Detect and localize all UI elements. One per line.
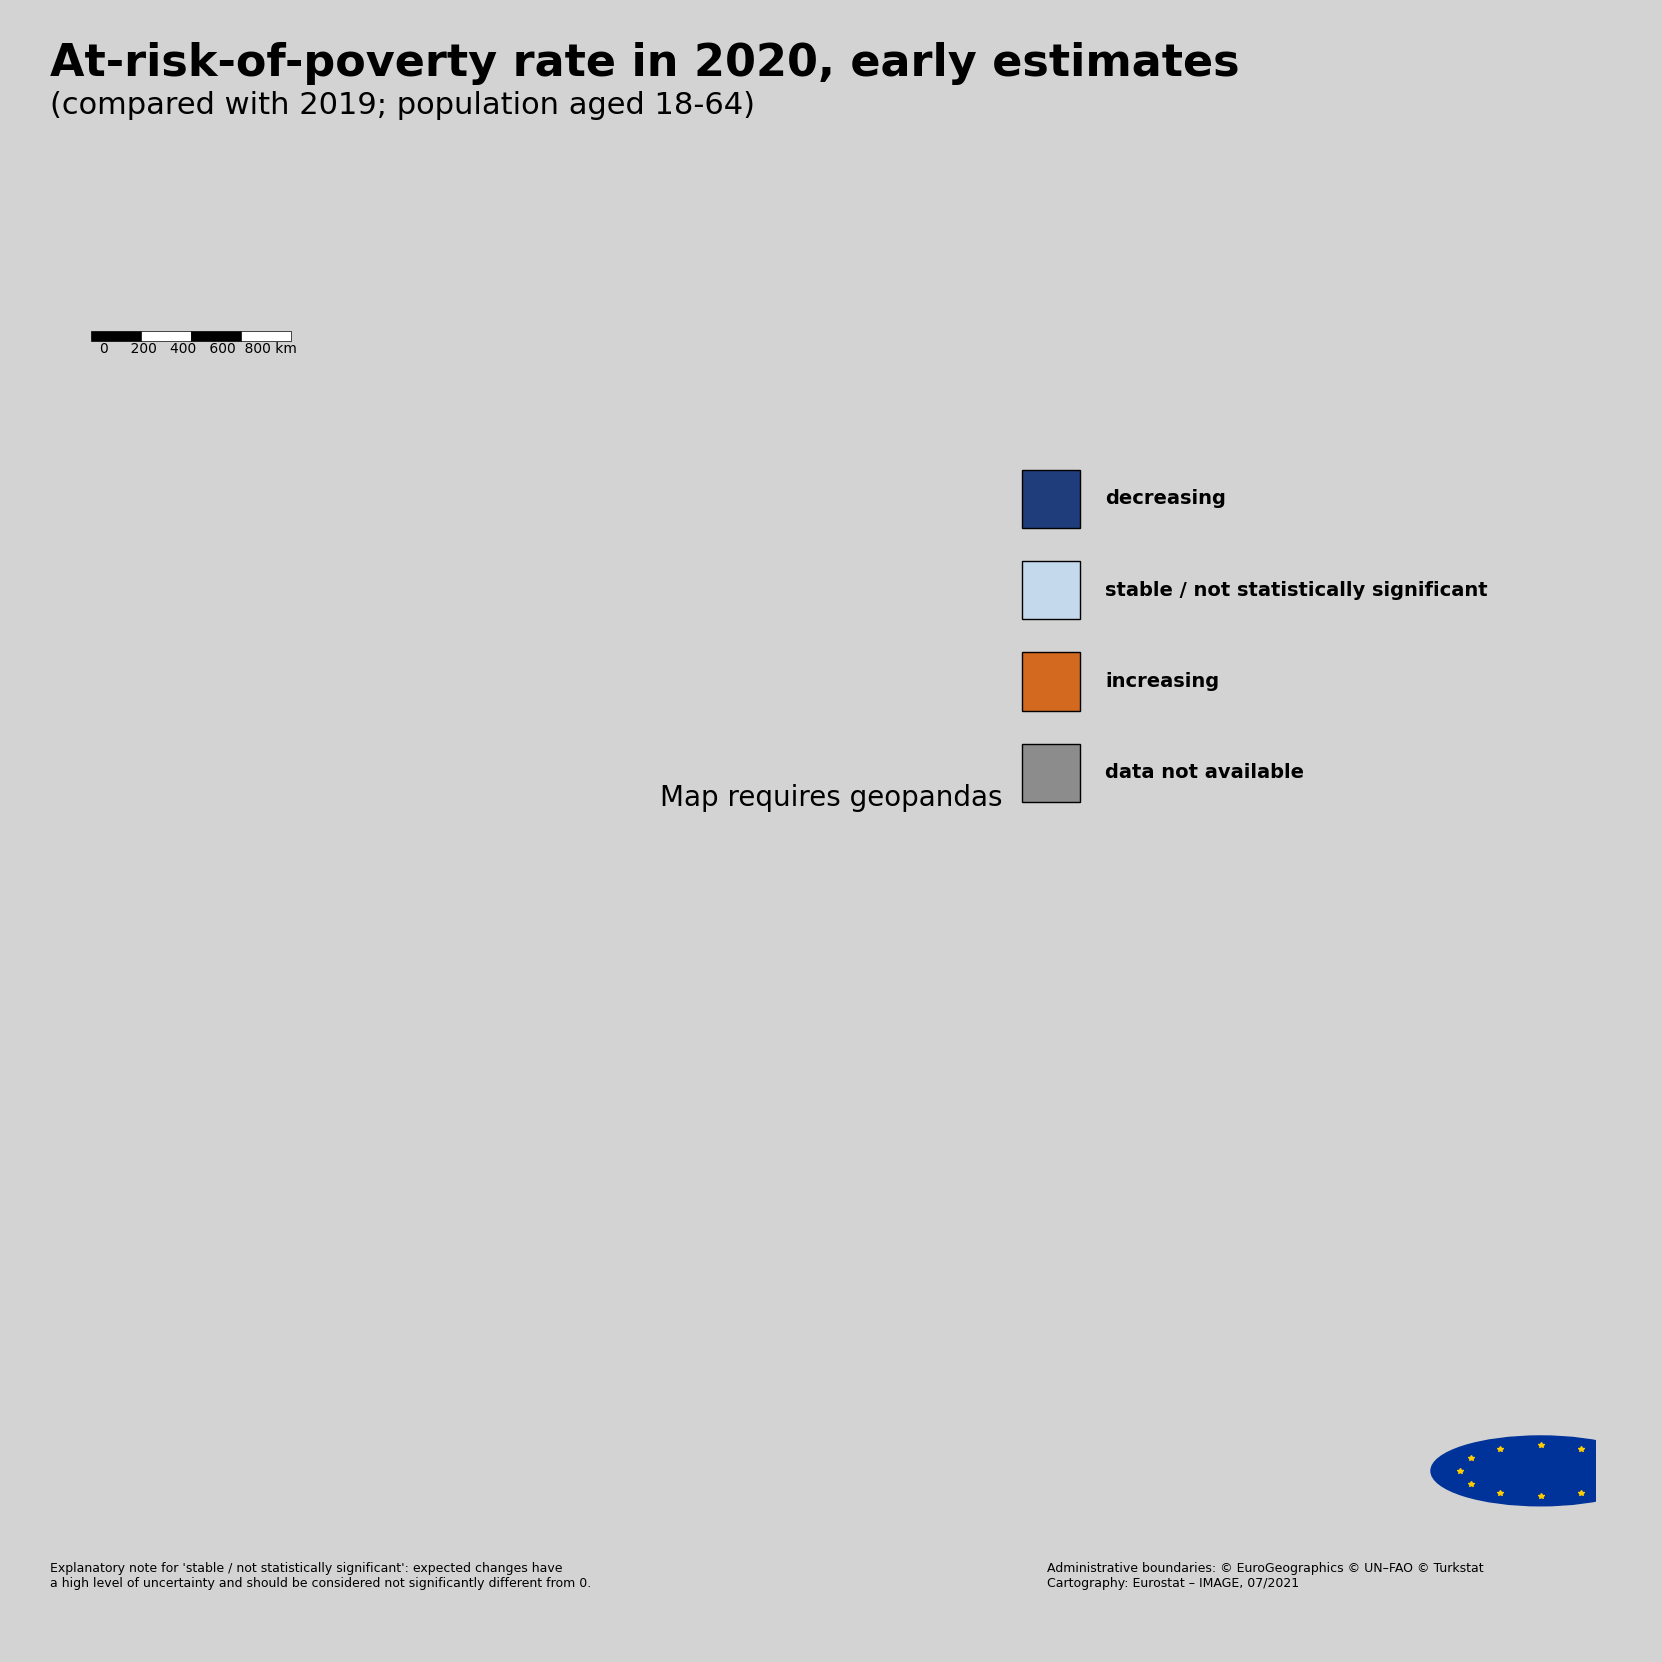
Circle shape [1431, 1436, 1650, 1506]
Text: (compared with 2019; population aged 18-64): (compared with 2019; population aged 18-… [50, 91, 755, 120]
Text: data not available: data not available [1105, 763, 1305, 783]
Text: Explanatory note for 'stable / not statistically significant': expected changes : Explanatory note for 'stable / not stati… [50, 1562, 592, 1591]
Text: At-risk-of-poverty rate in 2020, early estimates: At-risk-of-poverty rate in 2020, early e… [50, 42, 1240, 85]
Text: Administrative boundaries: © EuroGeographics © UN–FAO © Turkstat
Cartography: Eu: Administrative boundaries: © EuroGeograp… [1047, 1562, 1484, 1591]
Text: increasing: increasing [1105, 671, 1220, 691]
Text: 0     200   400   600  800 km: 0 200 400 600 800 km [100, 342, 296, 356]
Text: stable / not statistically significant: stable / not statistically significant [1105, 580, 1487, 600]
Text: decreasing: decreasing [1105, 489, 1227, 509]
Text: Map requires geopandas: Map requires geopandas [660, 784, 1002, 811]
